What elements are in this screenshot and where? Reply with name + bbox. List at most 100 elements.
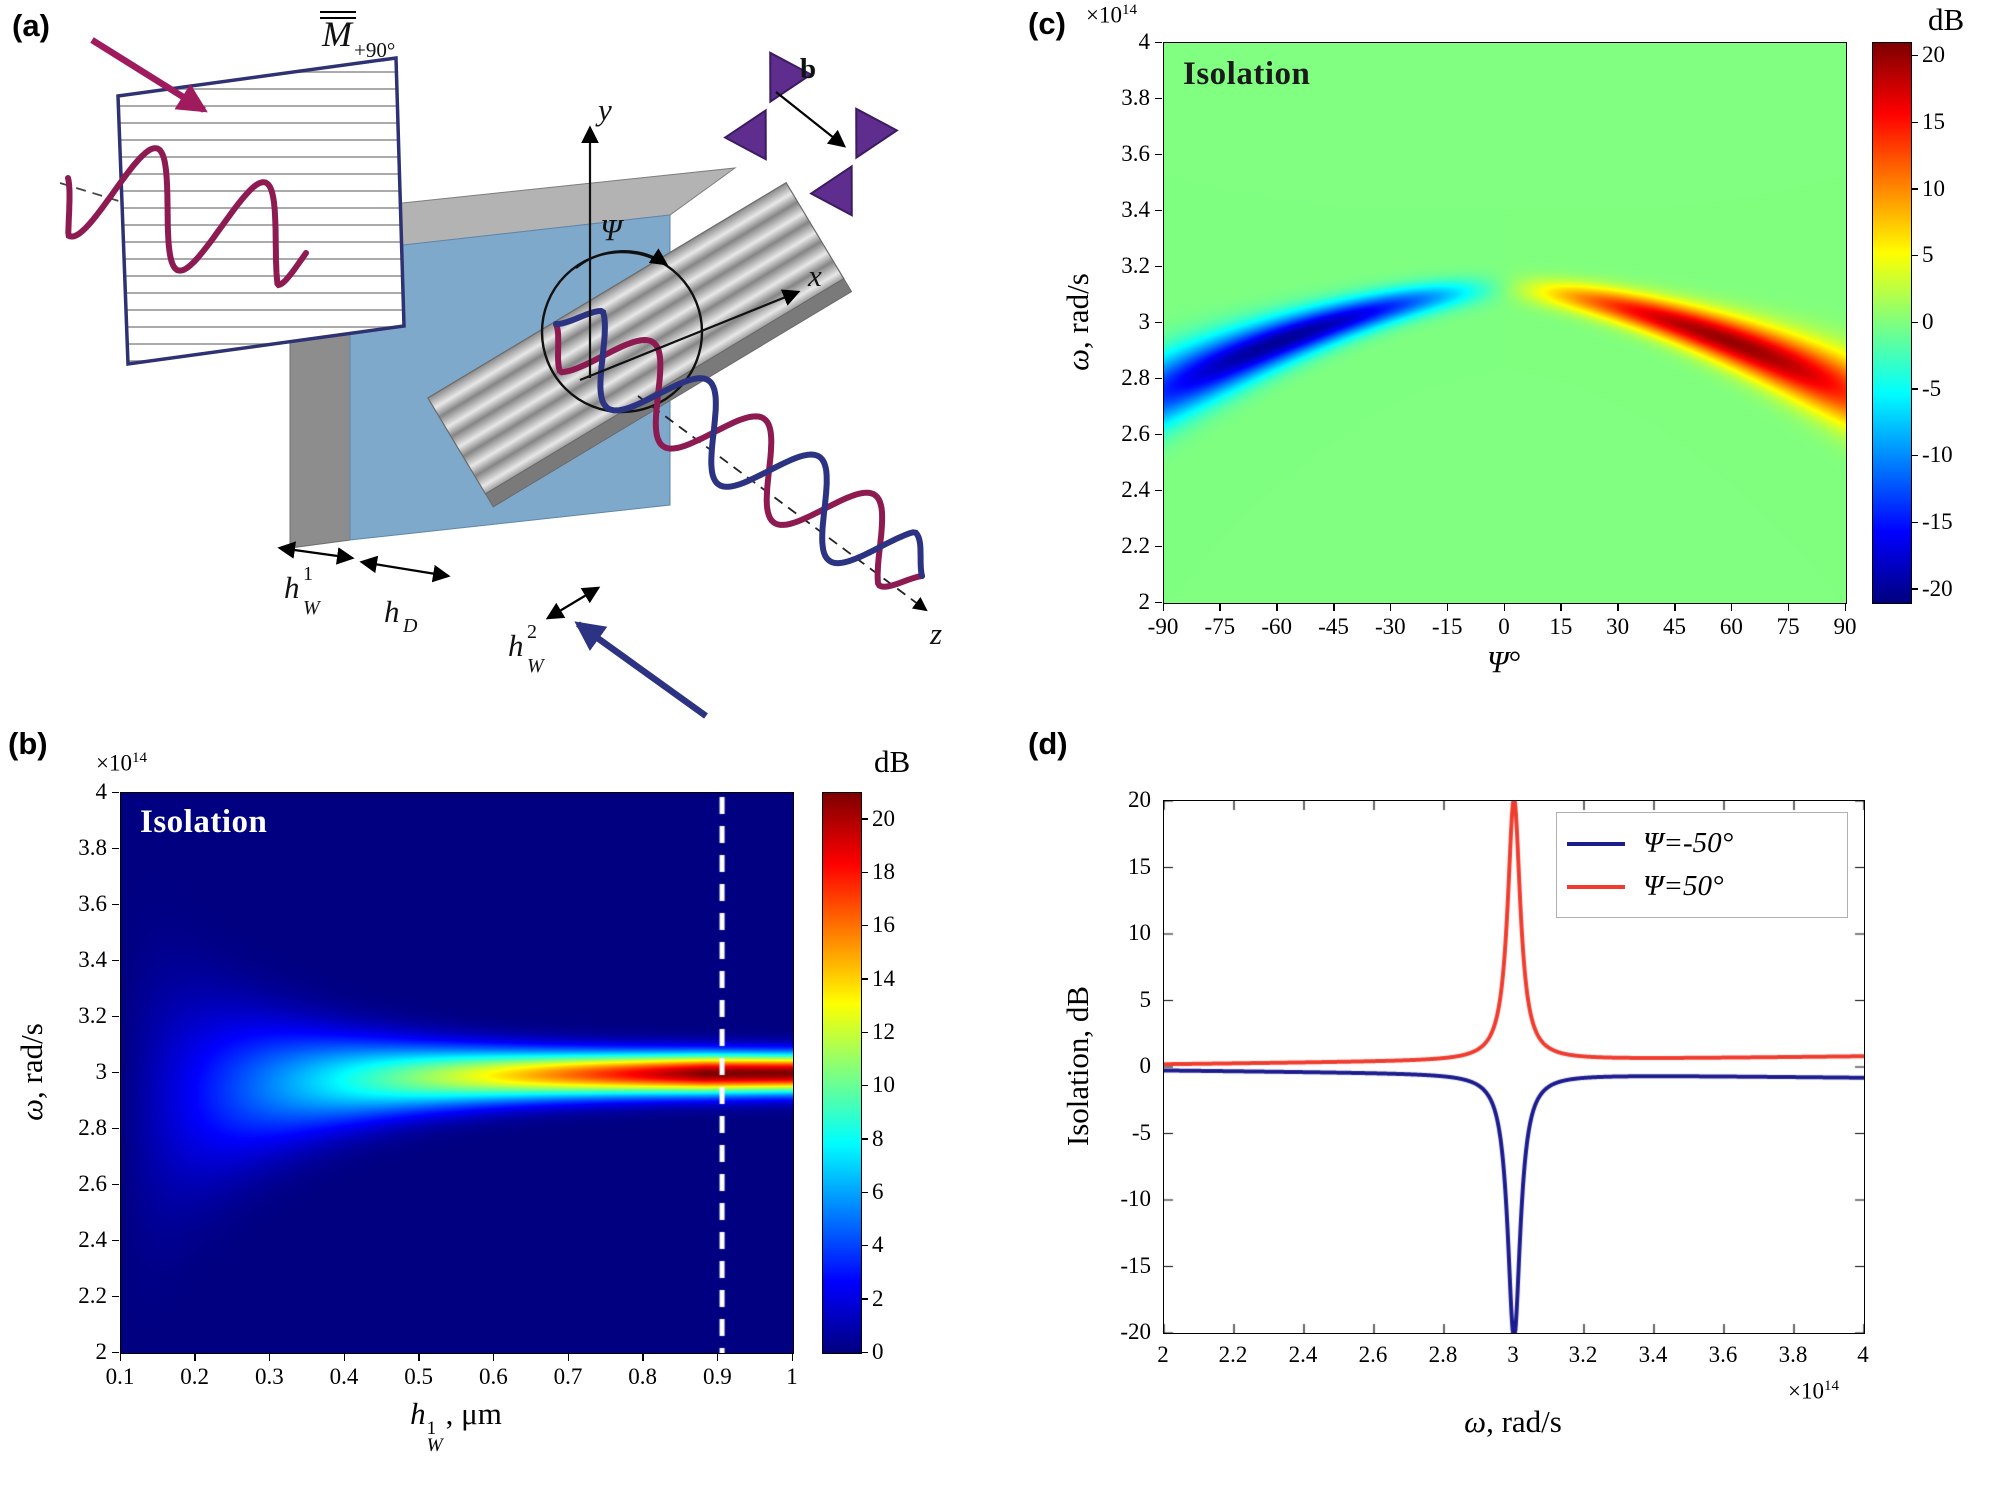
y-tick: [1155, 209, 1162, 211]
y-tick: [112, 847, 119, 849]
panel-b-label: (b): [8, 726, 48, 761]
panel-d-legend: Ψ=-50° Ψ=50°: [1556, 812, 1848, 918]
x-tick-label: 3.4: [1638, 1342, 1668, 1367]
x-tick: [642, 1354, 644, 1361]
panel-c-y-multiplier: ×1014: [1086, 2, 1137, 28]
x-axis: [579, 289, 801, 382]
colorbar-tick: [862, 1084, 868, 1087]
panel-c-colorbar: [1872, 42, 1912, 604]
b-vector-arrow: [775, 91, 847, 148]
colorbar-tick-label: 20: [1922, 42, 1945, 68]
x-tick: [1333, 604, 1335, 611]
colorbar-tick: [862, 871, 868, 873]
colorbar-tick-label: -15: [1922, 509, 1953, 534]
z-axis-label: z: [929, 616, 942, 651]
y-tick-label: -20: [1120, 1319, 1151, 1344]
y-axis-label: y: [595, 92, 612, 127]
x-tick: [716, 1354, 719, 1361]
x-axis-label: x: [807, 258, 822, 293]
y-tick: [112, 1127, 119, 1129]
x-tick-label: 75: [1776, 614, 1800, 639]
colorbar-tick-label: -5: [1922, 375, 1942, 401]
x-tick-label: 1: [786, 1364, 798, 1389]
x-tick: [119, 1354, 121, 1361]
panel-c-label: (c): [1028, 6, 1066, 41]
y-tick: [1155, 41, 1162, 43]
y-tick-label: 3.2: [1121, 253, 1150, 278]
mirror-label: M +90°: [320, 11, 395, 62]
colorbar-tick-label: 2: [872, 1285, 884, 1311]
y-tick-label: 10: [1128, 920, 1151, 945]
x-tick-label: 0.6: [478, 1364, 508, 1389]
y-tick: [112, 959, 119, 961]
colorbar-tick: [862, 924, 868, 927]
colorbar-tick-label: 18: [872, 859, 895, 884]
svg-text:h: h: [508, 628, 524, 663]
colorbar-tick-label: 10: [1922, 175, 1945, 201]
x-tick: [418, 1354, 420, 1361]
input-arrow: [90, 37, 208, 113]
panel-c-xlabel: Ψ°: [1486, 644, 1522, 679]
x-tick: [1162, 604, 1164, 611]
svg-text:W: W: [303, 597, 322, 619]
y-tick-label: -10: [1120, 1186, 1151, 1211]
x-tick-label: 60: [1719, 614, 1743, 639]
panel-d-xlabel: ω, rad/s: [1464, 1404, 1562, 1439]
psi-arc-arrow: [575, 248, 669, 269]
colorbar-tick: [862, 1191, 868, 1193]
x-tick-label: 45: [1663, 614, 1686, 639]
colorbar-tick: [862, 978, 868, 980]
y-tick-label: 4: [1138, 29, 1151, 54]
y-tick-label: 2.6: [78, 1171, 107, 1196]
panel-c-heatmap: [1163, 42, 1847, 604]
svg-text:W: W: [527, 655, 546, 677]
legend-entry-psi-pos50: Ψ=50°: [1567, 870, 1837, 903]
x-tick-label: 3.6: [1708, 1342, 1738, 1367]
y-tick-label: 3.8: [1121, 85, 1150, 110]
legend-label: Ψ=50°: [1643, 870, 1724, 902]
y-tick: [112, 903, 119, 905]
y-tick: [1155, 545, 1162, 547]
colorbar-tick-label: 15: [1922, 109, 1945, 134]
x-tick-label: 2: [1157, 1342, 1169, 1367]
colorbar-tick-label: -20: [1922, 575, 1953, 601]
y-tick: [1155, 433, 1162, 435]
y-tick: [112, 1351, 119, 1353]
x-tick-label: -90: [1147, 614, 1179, 639]
y-tick-label: -5: [1131, 1119, 1151, 1145]
y-tick-label: -15: [1120, 1252, 1151, 1278]
y-tick-label: 2: [1138, 589, 1151, 614]
colorbar-tick: [1912, 121, 1918, 123]
y-tick-label: 3.4: [78, 947, 107, 972]
bowtie-2: [809, 107, 899, 217]
x-tick-label: 0.4: [329, 1364, 359, 1389]
y-tick: [1155, 265, 1162, 267]
x-tick: [343, 1354, 345, 1361]
y-tick-label: 3.6: [1121, 141, 1150, 166]
y-tick-label: 2.8: [78, 1115, 107, 1140]
colorbar-tick-label: 0: [872, 1339, 884, 1364]
colorbar-tick: [1912, 388, 1918, 390]
panel-b-ylabel: ω, rad/s: [14, 1023, 49, 1121]
x-tick: [1446, 604, 1449, 611]
x-tick: [1219, 604, 1221, 611]
psi-label: Ψ: [600, 212, 625, 247]
x-tick-label: -15: [1431, 614, 1463, 639]
y-tick-label: 2.8: [1121, 365, 1150, 390]
x-tick-label: 3.8: [1778, 1342, 1808, 1367]
x-tick: [194, 1354, 196, 1361]
output-wave-forward: [553, 321, 925, 590]
colorbar-tick-label: 12: [872, 1019, 895, 1044]
x-tick-label: 15: [1549, 614, 1573, 639]
y-tick: [112, 1015, 119, 1017]
colorbar-tick: [1912, 521, 1918, 523]
colorbar-tick: [862, 1138, 868, 1140]
panel-b-y-multiplier: ×1014: [96, 750, 147, 776]
mirror: [116, 56, 406, 366]
panel-a-label: (a): [12, 8, 50, 43]
y-tick: [1155, 377, 1162, 379]
panel-b-title: Isolation: [140, 804, 268, 840]
legend-entry-psi-neg50: Ψ=-50°: [1567, 827, 1837, 860]
svg-text:h: h: [384, 594, 400, 629]
